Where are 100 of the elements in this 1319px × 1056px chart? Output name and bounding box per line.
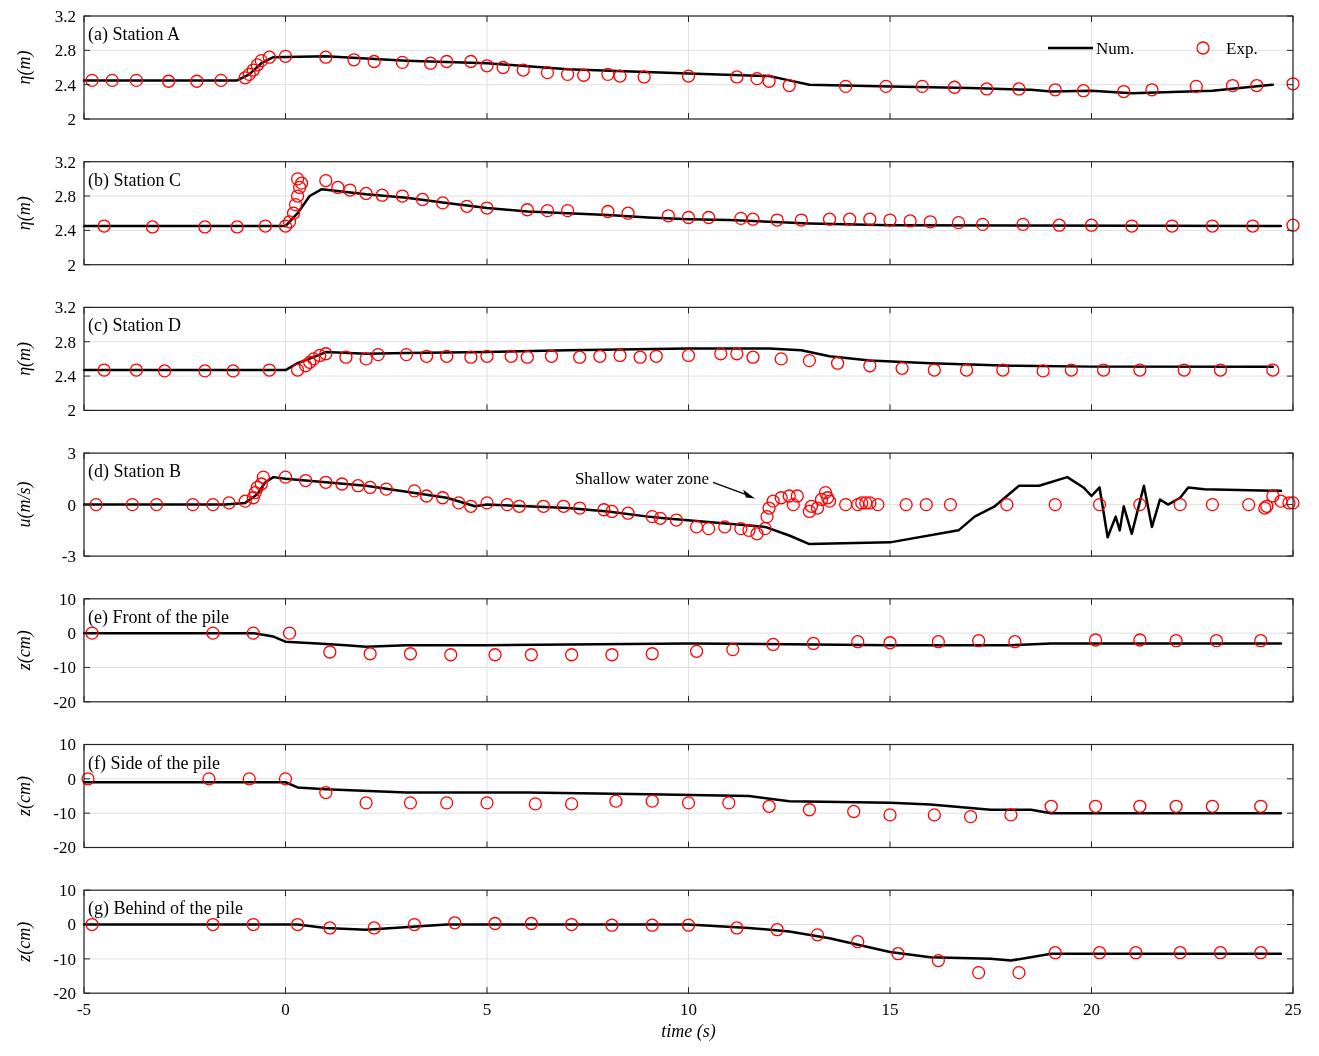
point <box>681 210 696 225</box>
point <box>730 70 744 84</box>
y-tick-label: 2.8 <box>54 332 76 352</box>
point <box>520 203 534 217</box>
point <box>395 55 410 69</box>
point <box>1012 82 1026 96</box>
point <box>1173 946 1187 960</box>
point <box>879 79 893 94</box>
point <box>286 206 301 220</box>
point <box>689 644 704 658</box>
point <box>403 796 418 810</box>
point <box>1076 84 1091 98</box>
point <box>238 71 252 85</box>
point <box>436 196 450 210</box>
point <box>564 648 579 662</box>
point <box>931 953 946 968</box>
point <box>1088 633 1103 647</box>
point <box>319 50 333 64</box>
annotation: Shallow water zone <box>574 469 709 489</box>
point <box>573 350 587 364</box>
point <box>419 349 434 363</box>
point <box>440 54 454 69</box>
point <box>1125 219 1139 233</box>
point <box>292 180 307 195</box>
point <box>1008 635 1022 649</box>
point <box>1165 219 1179 233</box>
point <box>230 220 244 234</box>
point <box>242 67 256 82</box>
point <box>288 197 303 212</box>
point <box>254 53 268 68</box>
point <box>444 648 458 662</box>
y-tick-label: 3.2 <box>54 152 76 172</box>
point <box>1286 77 1300 91</box>
point <box>560 203 575 218</box>
point <box>980 82 994 96</box>
point <box>343 183 357 197</box>
y-tick-label: 2.8 <box>54 41 76 61</box>
y-tick-label: 3.2 <box>54 6 76 26</box>
y-tick-label: 2.4 <box>54 367 77 387</box>
point <box>157 364 172 378</box>
point <box>540 66 555 80</box>
x-tick-label: 20 <box>1083 1000 1100 1020</box>
y-tick-label: 3.2 <box>54 298 76 318</box>
point <box>931 635 946 649</box>
point <box>290 189 305 203</box>
point <box>851 635 865 649</box>
point <box>883 808 897 822</box>
point <box>97 363 111 377</box>
point <box>1213 946 1228 960</box>
point <box>927 363 941 377</box>
y-axis-title: η(m) <box>14 50 35 85</box>
point <box>496 60 510 75</box>
point <box>996 363 1010 377</box>
point <box>810 928 825 942</box>
point <box>839 79 853 94</box>
point <box>947 80 962 94</box>
point <box>681 348 696 363</box>
point <box>605 648 619 662</box>
point <box>528 797 543 811</box>
point <box>145 220 160 234</box>
point <box>339 350 353 364</box>
point <box>1205 799 1220 813</box>
point <box>601 204 615 219</box>
point <box>544 349 559 363</box>
point <box>976 217 990 232</box>
point <box>290 363 305 377</box>
point <box>516 63 530 77</box>
point <box>915 79 929 94</box>
point <box>1254 799 1268 813</box>
point <box>359 796 373 810</box>
point <box>762 74 776 88</box>
y-tick-label: 2.8 <box>54 186 76 206</box>
point <box>319 173 333 188</box>
point <box>770 213 784 227</box>
y-tick-label: -20 <box>53 692 76 712</box>
y-tick-label: 2 <box>67 109 76 129</box>
point <box>843 212 857 226</box>
point <box>202 772 216 786</box>
point <box>1052 218 1066 232</box>
point <box>734 211 748 225</box>
point <box>395 189 410 203</box>
point <box>488 916 502 931</box>
point <box>214 73 228 88</box>
point <box>1016 217 1030 232</box>
point <box>480 796 494 810</box>
point <box>290 172 305 186</box>
point <box>1205 219 1220 233</box>
point <box>645 647 659 661</box>
point <box>246 626 260 640</box>
point <box>1250 78 1264 93</box>
point <box>1133 633 1147 647</box>
point <box>883 636 897 650</box>
x-tick-label: 25 <box>1284 1000 1302 1020</box>
point <box>847 804 861 819</box>
point <box>440 796 454 810</box>
y-axis-title: η(m) <box>14 341 35 376</box>
point <box>959 363 974 377</box>
chart-title: (d) Station B <box>88 461 181 483</box>
y-tick-label: 0 <box>67 624 76 644</box>
point <box>258 219 272 233</box>
